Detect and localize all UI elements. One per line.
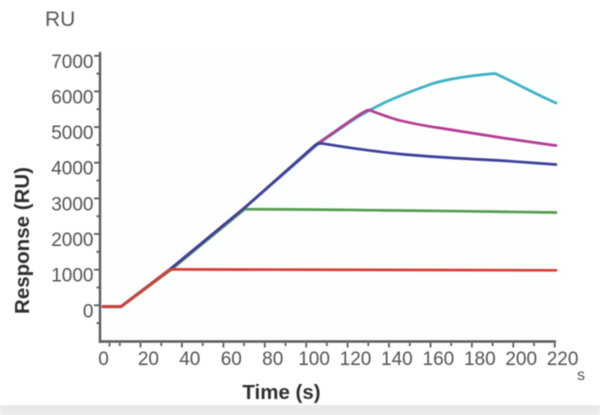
svg-text:140: 140 — [381, 349, 413, 370]
svg-text:5000: 5000 — [51, 123, 93, 144]
svg-text:4000: 4000 — [51, 159, 93, 180]
svg-text:0: 0 — [98, 349, 109, 370]
svg-text:80: 80 — [262, 349, 283, 370]
svg-text:1000: 1000 — [51, 266, 93, 287]
svg-text:60: 60 — [221, 349, 242, 370]
svg-text:180: 180 — [464, 349, 496, 370]
svg-text:6000: 6000 — [51, 87, 93, 108]
svg-text:7000: 7000 — [51, 52, 93, 73]
svg-text:100: 100 — [298, 349, 330, 370]
svg-text:Time (s): Time (s) — [242, 381, 320, 404]
svg-text:20: 20 — [138, 349, 159, 370]
svg-text:40: 40 — [179, 349, 200, 370]
svg-text:120: 120 — [340, 349, 372, 370]
svg-text:Response (RU): Response (RU) — [11, 167, 34, 314]
svg-text:3000: 3000 — [51, 194, 93, 215]
svg-text:2000: 2000 — [51, 230, 93, 251]
svg-text:160: 160 — [423, 349, 455, 370]
svg-text:200: 200 — [505, 349, 537, 370]
svg-text:s: s — [577, 367, 585, 384]
svg-text:0: 0 — [83, 301, 94, 322]
svg-text:RU: RU — [45, 8, 75, 31]
svg-text:220: 220 — [547, 349, 579, 370]
